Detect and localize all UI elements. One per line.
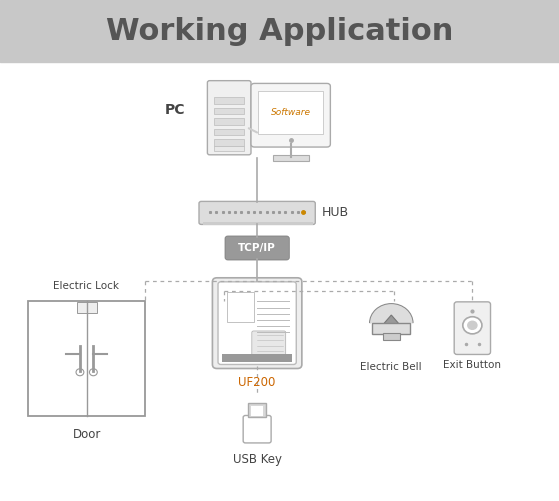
Bar xyxy=(258,91,323,134)
Bar xyxy=(28,301,145,416)
Text: Exit Button: Exit Button xyxy=(443,360,501,370)
Bar xyxy=(214,97,244,104)
Text: PC: PC xyxy=(165,103,186,117)
Text: Door: Door xyxy=(73,428,101,441)
Bar xyxy=(214,129,244,135)
FancyBboxPatch shape xyxy=(199,201,315,224)
Text: HUB: HUB xyxy=(321,206,349,219)
Text: Electric Bell: Electric Bell xyxy=(361,362,422,372)
Bar xyxy=(251,406,263,416)
Bar xyxy=(214,146,244,151)
Text: Software: Software xyxy=(271,108,311,117)
Bar xyxy=(273,154,309,160)
Circle shape xyxy=(463,317,482,334)
FancyBboxPatch shape xyxy=(454,302,491,355)
Text: Working Application: Working Application xyxy=(106,17,453,46)
Text: USB Key: USB Key xyxy=(233,453,282,466)
Bar xyxy=(248,403,266,417)
Bar xyxy=(372,323,410,334)
Text: TCP/IP: TCP/IP xyxy=(238,243,276,253)
FancyBboxPatch shape xyxy=(225,236,290,260)
FancyBboxPatch shape xyxy=(252,331,286,359)
FancyBboxPatch shape xyxy=(218,282,296,365)
Text: Electric Lock: Electric Lock xyxy=(53,281,119,291)
Circle shape xyxy=(76,369,84,376)
Bar xyxy=(203,222,313,225)
Bar xyxy=(77,302,97,313)
Bar xyxy=(214,118,244,125)
FancyBboxPatch shape xyxy=(207,81,251,155)
Wedge shape xyxy=(370,304,413,323)
Bar xyxy=(0,0,559,62)
Bar xyxy=(226,292,254,322)
Circle shape xyxy=(467,321,477,330)
FancyBboxPatch shape xyxy=(243,415,271,443)
Bar xyxy=(214,108,244,114)
Circle shape xyxy=(89,369,97,376)
FancyBboxPatch shape xyxy=(251,84,330,147)
Bar xyxy=(214,139,244,146)
Text: UF200: UF200 xyxy=(239,376,276,389)
Polygon shape xyxy=(384,315,399,328)
Bar xyxy=(222,354,292,362)
FancyBboxPatch shape xyxy=(212,278,302,369)
Bar xyxy=(383,333,400,340)
